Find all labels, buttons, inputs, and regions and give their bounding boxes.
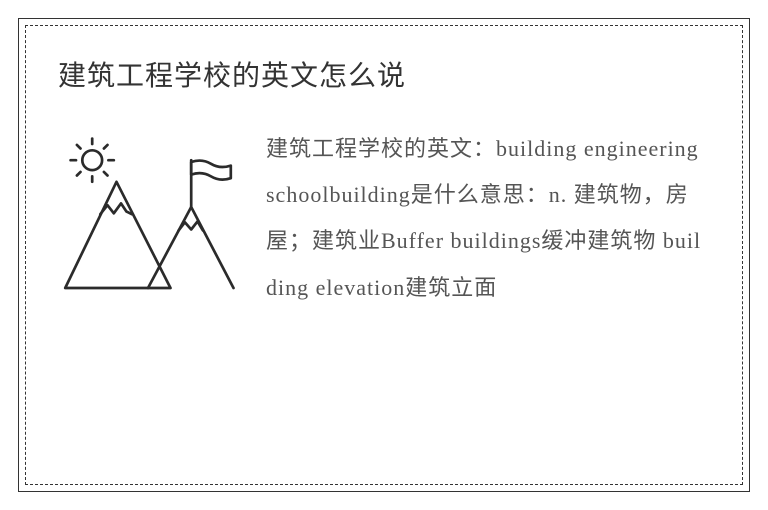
inner-border: 建筑工程学校的英文怎么说 <box>25 25 743 485</box>
body-text: 建筑工程学校的英文：building engineering schoolbui… <box>266 126 710 311</box>
page-title: 建筑工程学校的英文怎么说 <box>58 54 710 94</box>
mountain-icon <box>58 126 238 306</box>
outer-border: 建筑工程学校的英文怎么说 <box>18 18 750 492</box>
content-wrapper: 建筑工程学校的英文：building engineering schoolbui… <box>58 126 710 311</box>
